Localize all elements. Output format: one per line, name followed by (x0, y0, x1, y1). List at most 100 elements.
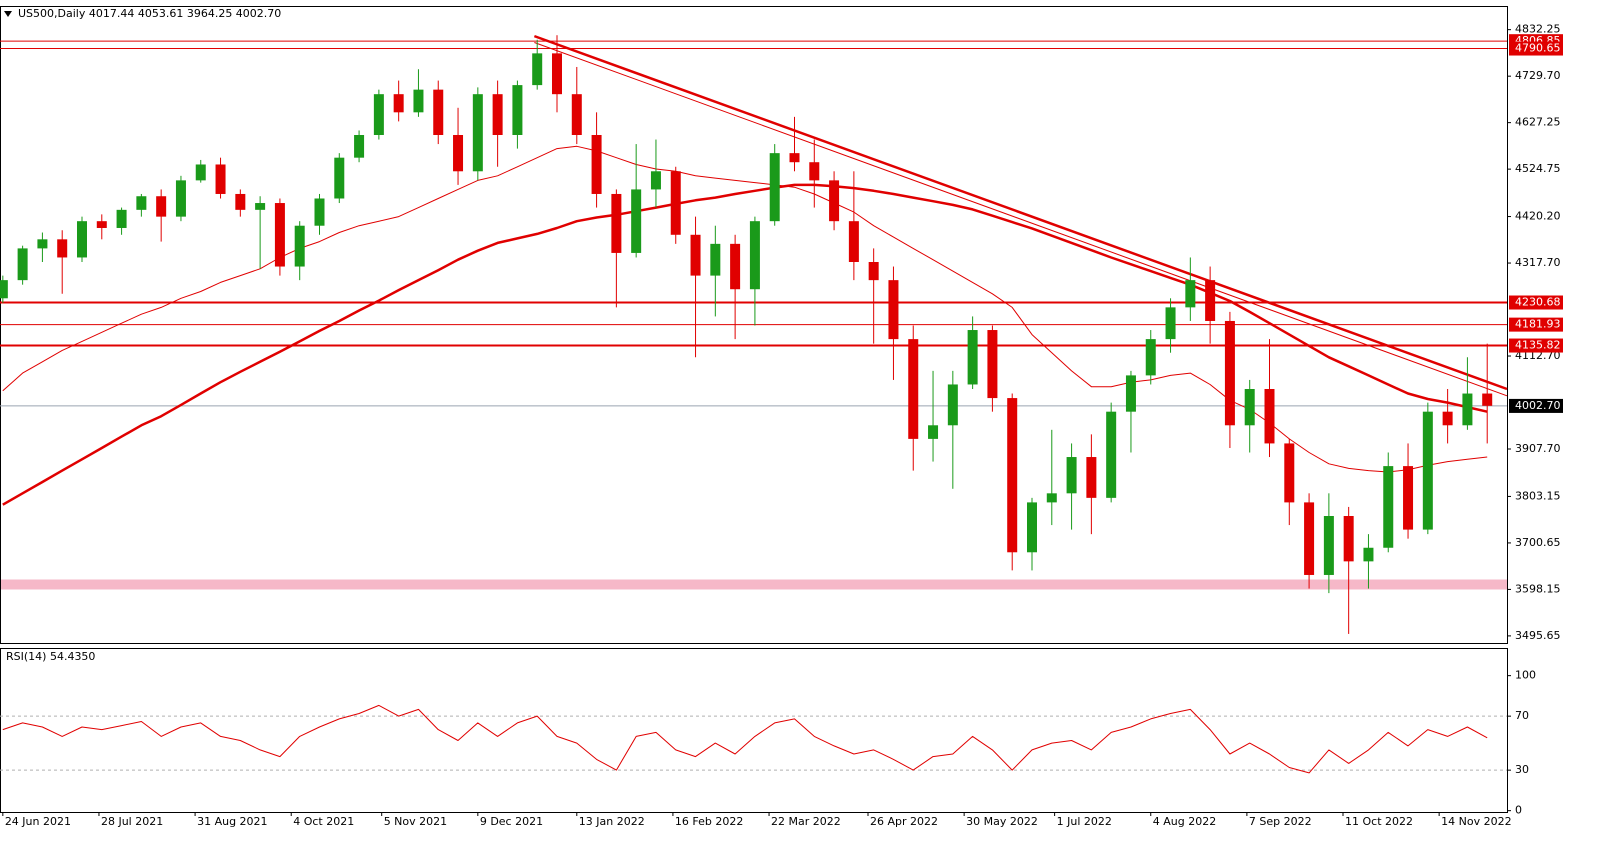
candle-body (631, 189, 642, 253)
moving-average (2, 183, 1488, 506)
candle-body (235, 193, 246, 210)
x-tick-label: 5 Nov 2021 (384, 815, 447, 828)
candle-body (532, 53, 543, 86)
support-zone (1, 579, 1507, 590)
candle-body (136, 196, 147, 210)
rsi-y-tick-label: 100 (1515, 669, 1536, 682)
candle-body (1125, 375, 1136, 412)
candle-body (1264, 389, 1275, 444)
candle-body (96, 221, 107, 228)
x-tick-label: 9 Dec 2021 (480, 815, 543, 828)
last-price-label: 4002.70 (1515, 399, 1561, 412)
candle-body (928, 425, 939, 439)
candle-body (492, 94, 503, 135)
candle-body (1323, 516, 1334, 575)
candle-body (591, 135, 602, 194)
candle-body (373, 94, 384, 135)
candle-body (354, 135, 365, 158)
candle-body (294, 225, 305, 267)
x-tick-label: 14 Nov 2022 (1441, 815, 1511, 828)
rsi-y-tick-label: 0 (1515, 804, 1522, 817)
candle-body (334, 157, 345, 199)
level-label-box (1509, 295, 1563, 310)
candle-body (848, 221, 859, 262)
trendline (533, 34, 1508, 391)
candle-body (1086, 457, 1097, 498)
y-tick-label: 3907.70 (1515, 442, 1561, 455)
candle-body (76, 221, 87, 258)
candle-body (37, 239, 48, 249)
candle-body (215, 164, 226, 194)
candle-body (17, 248, 28, 281)
rsi-y-tick-label: 70 (1515, 709, 1529, 722)
candle-body (1442, 411, 1453, 426)
candle-body (868, 262, 879, 281)
level-label: 4230.68 (1515, 296, 1561, 309)
candle-body (1046, 493, 1057, 503)
candle-body (1304, 502, 1315, 575)
x-tick-label: 22 Mar 2022 (771, 815, 841, 828)
x-tick-label: 4 Oct 2021 (293, 815, 354, 828)
x-tick-label: 11 Oct 2022 (1345, 815, 1413, 828)
candle-body (116, 209, 127, 228)
candle-body (749, 221, 760, 290)
candle-body (1244, 389, 1255, 426)
candle-body (1145, 339, 1156, 376)
y-tick-label: 3598.15 (1515, 582, 1561, 595)
rsi-y-tick-label: 30 (1515, 763, 1529, 776)
rsi-line (2, 704, 1488, 774)
y-tick-label: 3700.65 (1515, 536, 1561, 549)
candle-body (611, 193, 622, 253)
x-tick-label: 13 Jan 2022 (579, 815, 645, 828)
candle-body (1284, 443, 1295, 503)
y-tick-label: 4729.70 (1515, 69, 1561, 82)
level-label-box (1509, 41, 1563, 56)
x-tick-label: 26 Apr 2022 (870, 815, 938, 828)
candle-body (1026, 502, 1037, 553)
x-tick-label: 28 Jul 2021 (101, 815, 163, 828)
x-tick-label: 7 Sep 2022 (1249, 815, 1312, 828)
rsi-panel (0, 648, 1508, 813)
candle-body (571, 94, 582, 135)
y-tick-label: 4832.25 (1515, 23, 1561, 36)
level-label: 4790.65 (1515, 42, 1561, 55)
rsi-title: RSI(14) 54.4350 (6, 650, 95, 663)
level-label: 4181.93 (1515, 318, 1561, 331)
candle-body (255, 203, 266, 210)
candle-body (175, 180, 186, 217)
candle-body (1066, 457, 1077, 494)
candle-body (57, 239, 68, 258)
candle-body (1224, 320, 1235, 426)
x-tick-label: 4 Aug 2022 (1153, 815, 1216, 828)
chart-title: US500,Daily 4017.44 4053.61 3964.25 4002… (18, 7, 281, 20)
candle-body (433, 89, 444, 135)
candle-body (0, 280, 8, 299)
x-tick-label: 24 Jun 2021 (5, 815, 71, 828)
candle-body (789, 153, 800, 163)
candle-body (809, 162, 820, 181)
x-tick-label: 1 Jul 2022 (1057, 815, 1112, 828)
level-label-box (1509, 338, 1563, 353)
candle-body (195, 164, 206, 181)
level-label-box (1509, 317, 1563, 332)
menu-triangle[interactable] (4, 11, 12, 17)
candle-body (1363, 547, 1374, 562)
y-tick-label: 4317.70 (1515, 256, 1561, 269)
candle-body (551, 53, 562, 95)
level-label: 4135.82 (1515, 339, 1561, 352)
candle-body (730, 243, 741, 290)
candle-body (393, 94, 404, 113)
candle-body (1462, 393, 1473, 426)
y-tick-label: 3803.15 (1515, 489, 1561, 502)
candle-body (1482, 393, 1493, 406)
candle-body (156, 196, 167, 217)
x-tick-label: 30 May 2022 (966, 815, 1038, 828)
candle-body (888, 280, 899, 340)
candle-body (908, 339, 919, 439)
candle-body (1185, 280, 1196, 308)
candle-body (1343, 516, 1354, 562)
x-tick-label: 31 Aug 2021 (197, 815, 267, 828)
candle-body (690, 234, 701, 276)
candle-body (274, 203, 285, 267)
